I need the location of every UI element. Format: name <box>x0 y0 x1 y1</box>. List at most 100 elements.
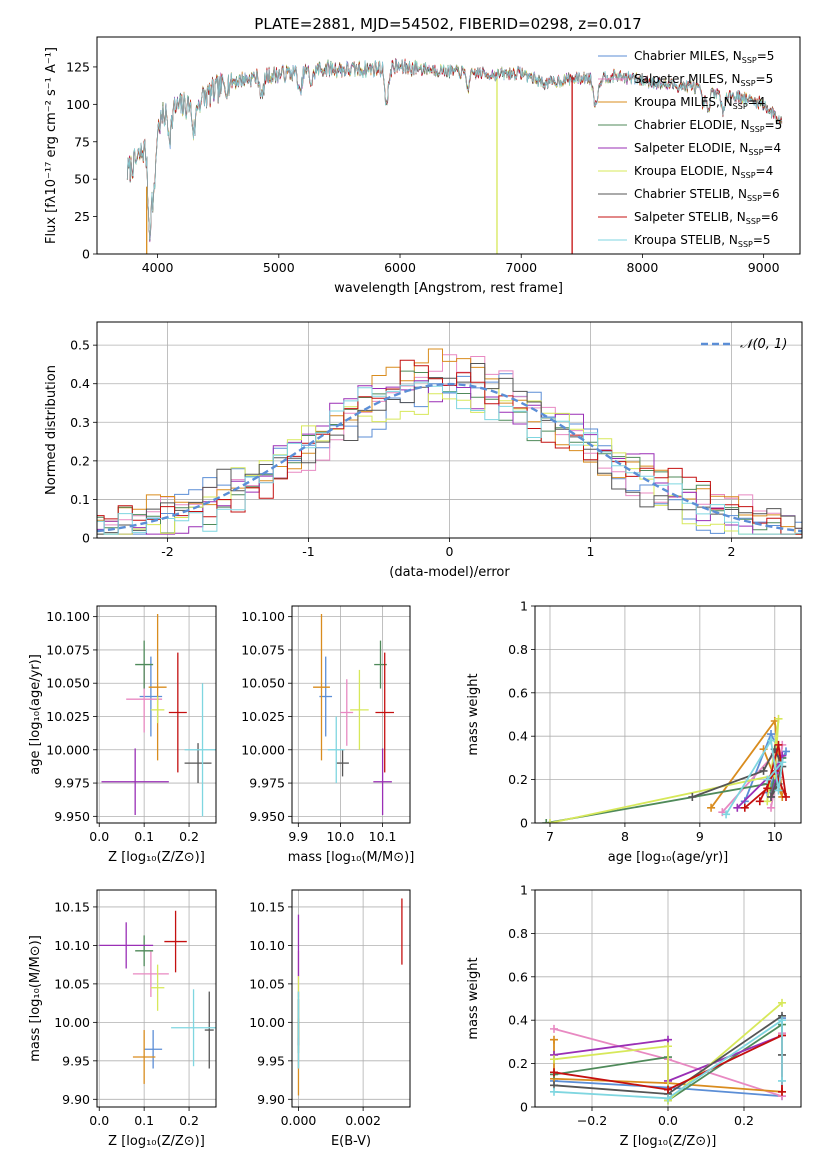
y-tick-label: 9.975 <box>249 776 285 791</box>
axes-background <box>292 890 410 1107</box>
legend-entry: Salpeter STELIB, NSSP=6 <box>634 210 778 226</box>
y-tick-label: 10.00 <box>54 1015 90 1030</box>
legend-entry: Kroupa MILES, NSSP=4 <box>634 95 765 111</box>
y-tick-label: 9.90 <box>257 1092 285 1107</box>
legend-subscript: SSP <box>741 171 756 180</box>
legend-suffix: =4 <box>748 95 766 109</box>
legend-label: Kroupa STELIB, N <box>634 233 738 247</box>
weight-line-kroupa_elodie <box>549 718 780 823</box>
x-tick-label: 0.2 <box>179 1113 199 1128</box>
legend-label: Kroupa MILES, N <box>634 95 733 109</box>
mass_weight_vs_z-panel: −0.2 0.0 0.2 0 0.2 0.4 0.6 0.8 1 Z [log₁₀(Z/Z⊙)] m… <box>466 883 802 1149</box>
mass_vs_ebv-marks <box>297 898 403 1096</box>
weight-marker <box>759 766 768 775</box>
weight-marker <box>545 819 554 823</box>
x-tick-label: -1 <box>302 544 314 559</box>
x-tick-label: 9 <box>696 829 704 844</box>
legend-subscript: SSP <box>748 148 763 157</box>
weight-marker <box>664 1042 672 1051</box>
y-tick-label: 0.6 <box>508 969 528 984</box>
x-tick-label: 1 <box>587 544 595 559</box>
y-tick-label: 0 <box>82 247 90 262</box>
mass_vs_z-panel: 0.0 0.1 0.2 9.90 9.95 10.00 10.05 10.10 10.15 Z [… <box>28 889 217 1149</box>
x-axis-label: age [log₁₀(age/yr)] <box>608 850 729 865</box>
y-tick-label: 10.075 <box>241 642 285 657</box>
legend: 𝒩(0, 1) <box>701 337 787 352</box>
x-axis-label: (data-model)/error <box>389 565 510 580</box>
legend-subscript: SSP <box>750 125 765 134</box>
x-tick-label: 0 <box>446 544 454 559</box>
weight-line-salpeter_stelib <box>744 744 787 809</box>
y-axis-label: Flux [fλ10⁻¹⁷ erg cm⁻² s⁻¹ A⁻¹] <box>44 47 59 244</box>
figure-title: PLATE=2881, MJD=54502, FIBERID=0298, z=0… <box>254 15 641 33</box>
weight-marker <box>733 803 742 812</box>
legend-entry: 𝒩(0, 1) <box>740 337 787 352</box>
weight-marker <box>778 1076 786 1085</box>
y-tick-label: 9.950 <box>249 809 285 824</box>
histogram-salpeter_stelib <box>97 359 802 535</box>
legend-suffix: =5 <box>757 49 775 63</box>
y-tick-label: 10.000 <box>241 742 285 757</box>
weight-marker <box>774 740 783 749</box>
y-tick-label: 0.6 <box>508 685 528 700</box>
legend-entry: Salpeter MILES, NSSP=5 <box>634 72 773 88</box>
axes-frame <box>96 36 801 255</box>
x-axis-label: Z [log₁₀(Z/Z⊙)] <box>620 1134 717 1149</box>
weight-marker <box>542 819 551 823</box>
legend-label: Chabrier STELIB, N <box>634 187 747 201</box>
legend-subscript: SSP <box>733 102 748 111</box>
y-tick-label: 9.975 <box>54 776 90 791</box>
weight-marker <box>774 714 783 723</box>
y-tick-label: 10.025 <box>241 709 285 724</box>
age_vs_mass-marks <box>313 613 394 816</box>
weight-marker <box>664 1085 672 1094</box>
legend-suffix: =6 <box>762 187 780 201</box>
x-tick-label: 9000 <box>748 260 780 275</box>
y-tick-label: 25 <box>74 209 90 224</box>
legend-label: Chabrier MILES, N <box>634 49 742 63</box>
weight-marker <box>740 803 749 812</box>
y-axis-label: mass weight <box>466 957 481 1039</box>
legend-label: Salpeter MILES, N <box>634 72 741 86</box>
weight-marker <box>763 775 772 784</box>
y-tick-label: 10.100 <box>241 609 285 624</box>
legend-subscript: SSP <box>738 240 753 249</box>
weight-marker <box>755 797 764 806</box>
weight-marker <box>550 1087 558 1096</box>
legend-entry: Chabrier MILES, NSSP=5 <box>634 49 774 65</box>
legend-label: Kroupa ELODIE, N <box>634 164 741 178</box>
weight-marker <box>778 758 787 767</box>
legend-suffix: =5 <box>753 233 771 247</box>
x-tick-label: 10 <box>767 829 783 844</box>
legend-suffix: =5 <box>756 72 774 86</box>
weight-marker <box>707 803 716 812</box>
y-tick-label: 10.10 <box>54 938 90 953</box>
x-axis-label: Z [log₁₀(Z/Z⊙)] <box>108 1134 205 1149</box>
y-tick-label: 0.2 <box>70 453 90 468</box>
y-tick-label: 10.15 <box>249 899 285 914</box>
weight-marker <box>550 1068 558 1077</box>
axes-frame <box>291 889 411 1108</box>
y-tick-label: 0.8 <box>508 926 528 941</box>
weight-marker <box>722 810 731 819</box>
legend-suffix: =4 <box>763 141 781 155</box>
legend-subscript: SSP <box>742 56 757 65</box>
axes-frame <box>291 605 411 824</box>
weight-marker <box>550 1024 558 1033</box>
plots: 4000 5000 6000 7000 8000 90000255075100125wav… <box>28 36 803 1149</box>
y-tick-label: 10.100 <box>46 609 90 624</box>
y-tick-label: 0.5 <box>70 338 90 353</box>
x-axis-label: E(B-V) <box>331 1134 371 1149</box>
x-tick-label: 9.9 <box>288 829 308 844</box>
x-tick-label: 0.0 <box>89 829 109 844</box>
x-tick-label: 2 <box>728 544 736 559</box>
y-tick-label: 75 <box>74 134 90 149</box>
weight-line-kroupa_stelib <box>553 1018 783 1100</box>
x-axis-label: Z [log₁₀(Z/Z⊙)] <box>108 850 205 865</box>
x-axis-label: mass [log₁₀(M/M⊙)] <box>288 850 415 865</box>
x-tick-label: -2 <box>161 544 173 559</box>
weight-marker <box>778 998 786 1007</box>
y-tick-label: 0.4 <box>508 1013 528 1028</box>
axes-frame <box>96 321 803 539</box>
